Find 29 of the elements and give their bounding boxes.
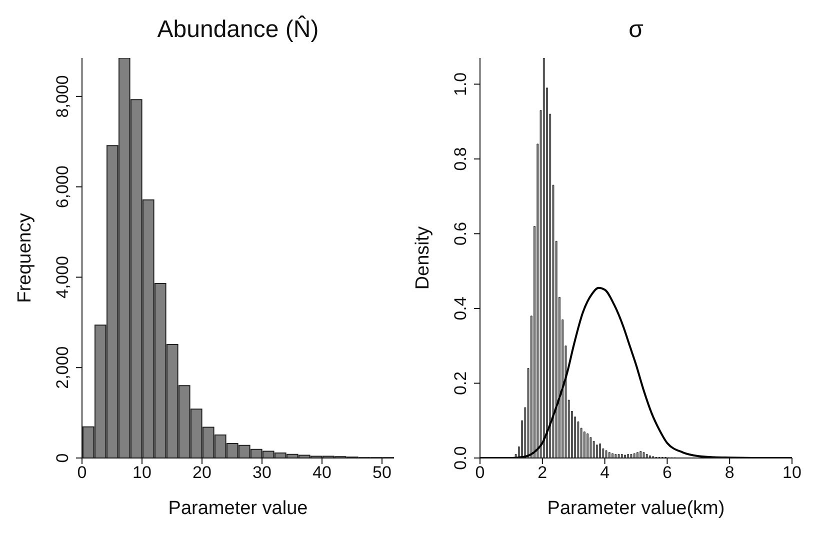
y-axis-title: Density (412, 226, 434, 290)
y-tick-label: 0.8 (451, 147, 470, 171)
y-tick-label: 1.0 (451, 72, 470, 96)
x-tick-label: 30 (252, 463, 272, 482)
y-tick-label: 0.0 (451, 446, 470, 470)
y-tick-label: 0.2 (451, 371, 470, 396)
x-tick-label: 0 (475, 463, 485, 482)
x-tick-label: 50 (372, 463, 392, 482)
y-tick-label: 0.4 (451, 296, 470, 320)
x-tick-label: 8 (724, 463, 734, 482)
chart-title: σ (628, 16, 644, 44)
y-tick-label: 2,000 (53, 346, 72, 389)
y-tick-label: 0.6 (451, 222, 470, 246)
y-tick-label: 8,000 (53, 75, 72, 118)
x-tick-label: 10 (132, 463, 152, 482)
y-axis-title: Frequency (14, 212, 36, 303)
y-tick-label: 0 (53, 453, 72, 463)
x-tick-label: 0 (77, 463, 87, 482)
x-tick-label: 2 (538, 463, 548, 482)
x-tick-label: 6 (662, 463, 672, 482)
x-tick-label: 40 (312, 463, 332, 482)
y-tick-label: 4,000 (53, 256, 72, 298)
x-tick-label: 4 (600, 463, 610, 482)
x-axis-title: Parameter value (168, 498, 308, 519)
y-tick-label: 6,000 (53, 166, 72, 208)
x-tick-label: 10 (782, 463, 802, 482)
chart-title: Abundance (N̂) (156, 16, 320, 44)
x-tick-label: 20 (192, 463, 212, 482)
x-axis-title: Parameter value(km) (547, 498, 725, 519)
